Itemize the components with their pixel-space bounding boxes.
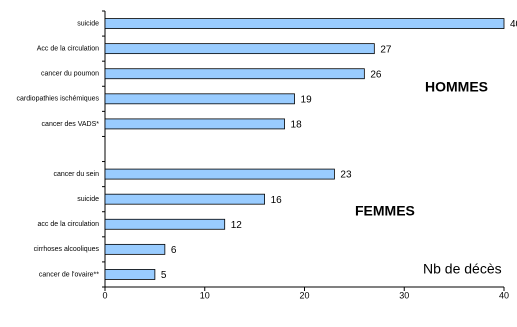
- x-tick-label: 30: [399, 290, 409, 300]
- y-tick-label: cirrhoses alcooliques: [34, 246, 100, 253]
- y-tick-label: cancer des VADS*: [42, 121, 100, 128]
- bar: [104, 193, 266, 205]
- value-label: 6: [171, 245, 177, 256]
- y-tick-label: acc de la circulation: [38, 221, 100, 228]
- bar: [104, 269, 156, 280]
- annotation: Nb de décès: [423, 261, 502, 277]
- value-label: 5: [161, 270, 167, 281]
- x-tick-label: 40: [499, 290, 509, 300]
- value-label: 16: [271, 195, 283, 206]
- value-label: 19: [301, 94, 313, 105]
- y-tick-label: Acc de la circulation: [37, 45, 99, 52]
- bar: [104, 243, 166, 255]
- bar: [104, 18, 505, 29]
- x-tick-label: 20: [299, 290, 309, 300]
- bar: [104, 218, 226, 230]
- x-tick-label: 0: [102, 290, 107, 300]
- bar: [104, 168, 335, 180]
- bar: [104, 68, 365, 80]
- value-label: 26: [370, 69, 382, 80]
- y-tick-label: cancer de l'ovaire**: [39, 271, 99, 278]
- annotation: HOMMES: [425, 79, 488, 95]
- y-tick-label: cancer du sein: [53, 171, 99, 178]
- bar: [104, 118, 285, 130]
- y-tick-label: suicide: [77, 196, 99, 203]
- y-tick-label: cardiopathies ischémiques: [17, 96, 100, 103]
- bar: [104, 43, 375, 55]
- value-label: 18: [291, 120, 303, 131]
- y-tick-label: suicide: [77, 20, 99, 27]
- bar: [104, 93, 295, 105]
- value-label: 12: [231, 220, 243, 231]
- annotation: FEMMES: [355, 203, 415, 219]
- x-tick-label: 10: [200, 290, 210, 300]
- value-label: 27: [380, 44, 392, 55]
- y-tick-label: cancer du poumon: [41, 71, 99, 78]
- value-label: 40: [510, 19, 517, 30]
- value-label: 23: [340, 170, 352, 181]
